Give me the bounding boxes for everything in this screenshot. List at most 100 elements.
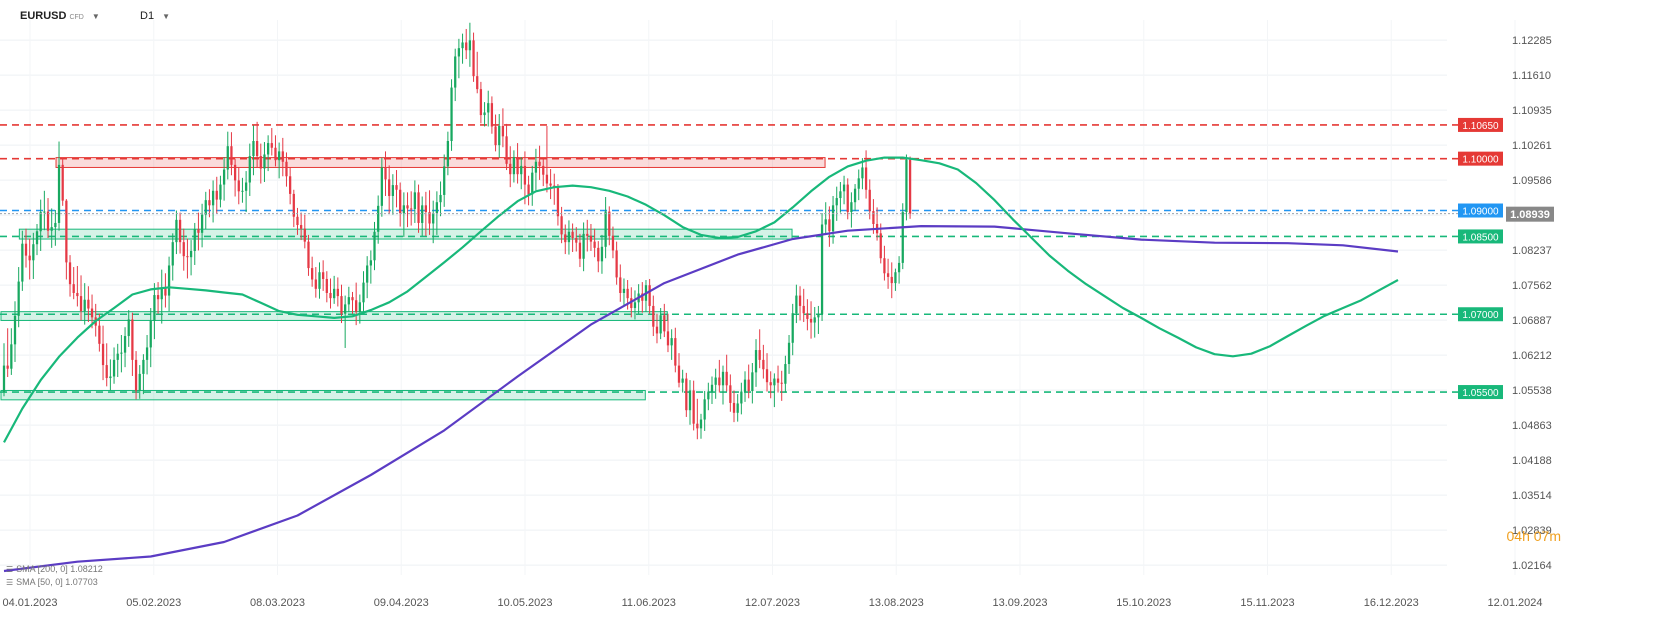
candle-body	[487, 103, 490, 113]
candle-body	[454, 56, 457, 88]
candle	[512, 150, 516, 183]
candle	[751, 363, 754, 404]
candle	[384, 151, 387, 196]
candle	[839, 181, 842, 213]
candle	[578, 233, 582, 268]
candle	[24, 228, 28, 268]
candle	[813, 306, 816, 338]
candle	[908, 156, 912, 219]
candle-body	[46, 211, 50, 231]
candle-body	[520, 165, 523, 175]
candle-body	[6, 365, 9, 369]
candle-body	[241, 190, 244, 192]
candle-body	[355, 300, 358, 312]
symbol-selector[interactable]: EURUSD CFD ▼	[20, 10, 100, 22]
price-zone	[18, 228, 793, 240]
candle-body	[747, 379, 750, 392]
candle	[490, 96, 494, 134]
candle-body	[189, 250, 193, 258]
candle-body	[2, 365, 6, 392]
candle-body	[567, 231, 571, 243]
candle-body	[391, 185, 394, 196]
candle-body	[399, 189, 402, 214]
candle-body	[277, 151, 281, 161]
candle	[809, 301, 813, 339]
candle-body	[120, 352, 123, 354]
candle-body	[534, 161, 538, 173]
candle-body	[160, 287, 163, 300]
price-tick-label: 1.12285	[1512, 35, 1552, 47]
candle	[443, 154, 446, 207]
candle-body	[516, 157, 519, 175]
candle	[358, 294, 361, 324]
price-tick-label: 1.04863	[1512, 420, 1552, 432]
candle	[388, 165, 391, 215]
candle	[714, 368, 717, 399]
candle-body	[714, 377, 717, 385]
candle-body	[545, 174, 549, 184]
candle-body	[542, 165, 545, 175]
candle-body	[134, 359, 138, 391]
candle-body	[226, 146, 229, 170]
level-badge	[1458, 307, 1503, 322]
candle-body	[311, 268, 314, 280]
indicator-settings-icon[interactable]: ☰	[6, 578, 14, 587]
candle-body	[564, 234, 567, 243]
candle-body	[740, 391, 743, 404]
timeframe-selector[interactable]: D1 ▼	[140, 10, 170, 22]
candle	[461, 33, 464, 64]
candle	[21, 230, 24, 291]
candle-body	[850, 202, 853, 213]
price-tick-label: 1.03514	[1512, 490, 1552, 502]
candle	[171, 233, 174, 281]
candle-body	[842, 184, 846, 192]
candle-body	[461, 42, 464, 49]
candle-body	[351, 297, 354, 301]
candle	[589, 223, 593, 251]
candle-body	[831, 205, 835, 232]
candle	[597, 241, 600, 273]
candle-body	[901, 212, 904, 263]
candle-body	[208, 200, 211, 206]
candle-body	[527, 184, 530, 195]
candle-body	[765, 369, 769, 383]
candle	[252, 125, 255, 176]
candle	[138, 365, 141, 399]
candle-body	[571, 231, 574, 238]
candle	[901, 203, 904, 270]
candle-body	[79, 296, 83, 312]
candle	[285, 152, 288, 187]
candle	[450, 79, 453, 151]
candle	[98, 313, 101, 352]
indicator-sma50[interactable]: ☰ SMA [50, 0] 1.07703	[6, 577, 98, 587]
candle-body	[175, 219, 178, 243]
candle-body	[303, 228, 306, 242]
candle-body	[149, 320, 152, 348]
candle	[666, 313, 670, 353]
candle-body	[476, 76, 479, 90]
candle-body	[156, 295, 160, 300]
candle-body	[762, 359, 765, 370]
level-badge	[1458, 203, 1503, 218]
date-tick-label: 16.12.2023	[1364, 597, 1419, 609]
candle-body	[828, 219, 831, 232]
candle-body	[813, 317, 816, 323]
indicator-sma200[interactable]: ☰ SMA [200, 0] 1.08212	[6, 564, 103, 574]
candle	[87, 286, 90, 323]
candle	[134, 351, 138, 400]
candle-body	[754, 350, 758, 373]
candle-body	[233, 164, 237, 181]
candle-body	[28, 255, 31, 261]
candle-body	[692, 390, 695, 424]
indicator-settings-icon[interactable]: ☰	[6, 565, 14, 574]
candle	[527, 175, 530, 206]
candle	[391, 174, 394, 215]
candle-body	[417, 192, 420, 223]
candle-body	[274, 147, 277, 161]
candle	[50, 208, 53, 248]
candle-body	[35, 231, 39, 245]
candle-body	[758, 350, 761, 360]
candle	[758, 329, 761, 369]
